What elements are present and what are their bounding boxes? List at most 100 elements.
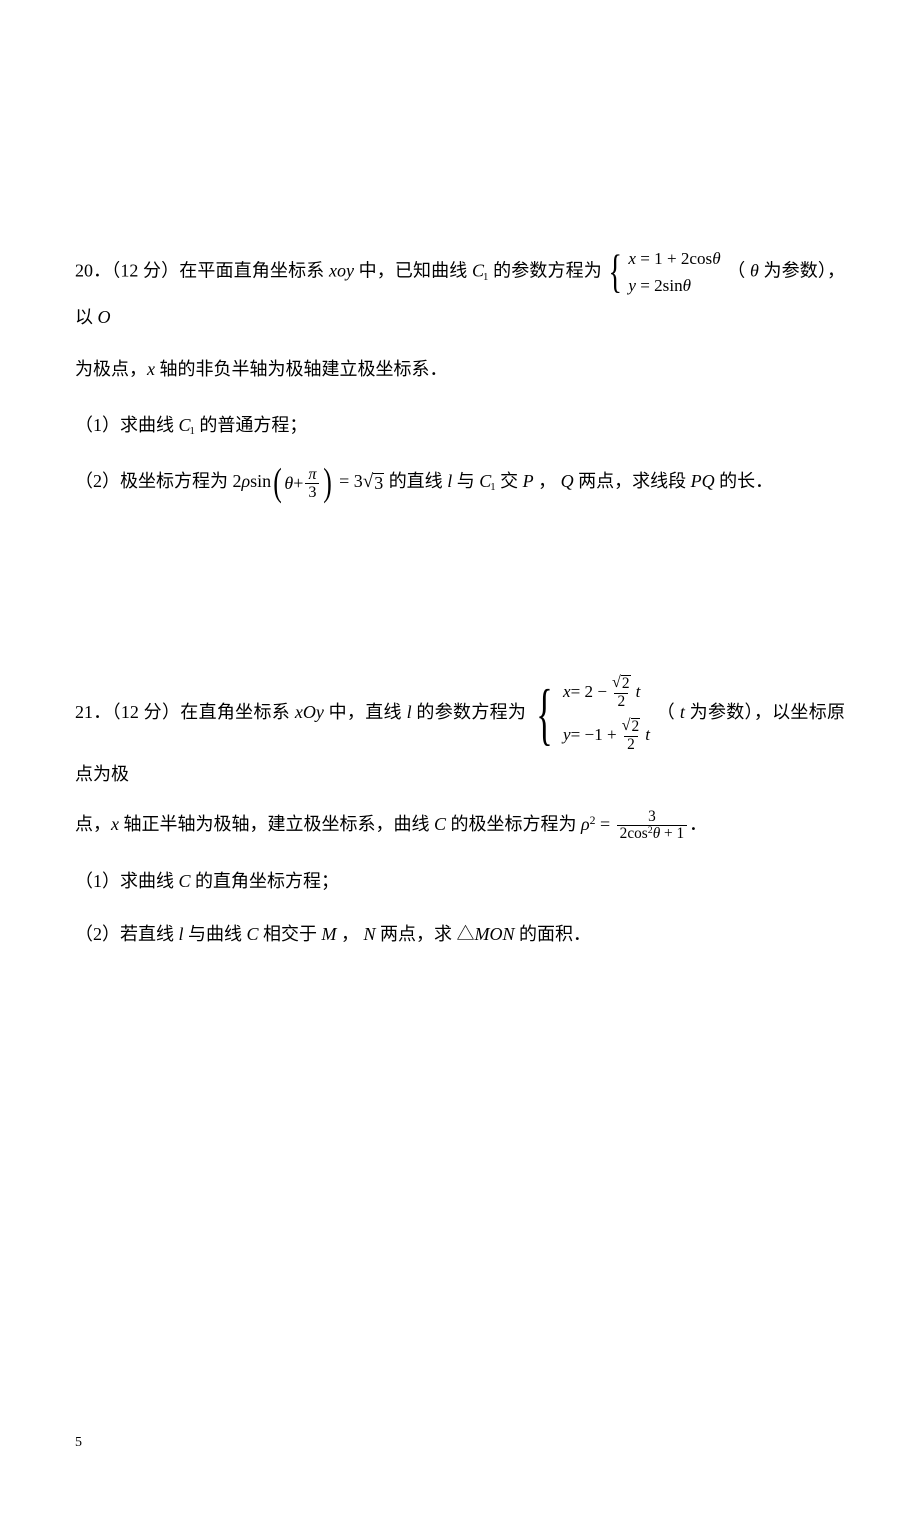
x: x <box>147 359 155 379</box>
eq: = 3 <box>335 471 363 491</box>
sqrt3: √3 <box>363 473 384 494</box>
q20-number: 20． <box>75 260 111 280</box>
t: t <box>645 726 650 745</box>
t: 在平面直角坐标系 <box>179 260 329 280</box>
q21-param-brace: { x = 2 − √22t y = −1 + √22t <box>528 671 650 757</box>
x: x <box>628 249 636 268</box>
den: 2cos2θ + 1 <box>617 825 687 842</box>
q21-intro-line2: 点，x 轴正半轴为极轴，建立极坐标系，曲线 C 的极坐标方程为 ρ2 = 32c… <box>75 807 845 842</box>
t: 的极坐标方程为 <box>446 814 581 834</box>
radical-icon: √ <box>363 473 373 492</box>
y: y <box>563 726 571 745</box>
q20-points: （12 分） <box>111 260 179 280</box>
sqrt2: √2 <box>612 675 631 693</box>
eq: = −1 + <box>571 726 617 745</box>
q21-intro: 21．（12 分）在直角坐标系 xOy 中，直线 l 的参数方程为 { x = … <box>75 671 845 791</box>
rho: ρ <box>242 471 251 491</box>
q21-part1: （1）求曲线 C 的直角坐标方程； <box>75 864 845 898</box>
brace-rows: x = 1 + 2cosθ y = 2sinθ <box>628 245 720 300</box>
rho: ρ <box>581 814 590 834</box>
t: 的面积． <box>515 924 592 944</box>
sqrt-body: 3 <box>373 473 384 494</box>
t: 求曲线 <box>120 871 179 891</box>
C: C <box>247 924 259 944</box>
t: 中，已知曲线 <box>354 260 472 280</box>
two: 2 <box>233 471 242 491</box>
O: O <box>98 307 111 327</box>
paren-body: θ + π3 <box>284 466 321 501</box>
Q: Q <box>561 471 574 491</box>
t: 的直线 <box>384 471 447 491</box>
radical-icon: √ <box>612 675 621 691</box>
t: 与 <box>452 471 479 491</box>
p1: + 1 <box>660 825 684 842</box>
M: M <box>322 924 337 944</box>
y: y <box>628 276 636 295</box>
t: 在直角坐标系 <box>180 702 295 722</box>
theta: θ <box>750 260 759 280</box>
q20-part2: （2）极坐标方程为 2ρsin(θ + π3) = 3√3 的直线 l 与 C1… <box>75 464 845 500</box>
t: ， <box>337 924 364 944</box>
page: 20．（12 分）在平面直角坐标系 xoy 中，已知曲线 C1 的参数方程为 {… <box>0 245 920 1519</box>
t: t <box>636 683 641 702</box>
t: = 1 + 2cos <box>636 249 712 268</box>
t: 的参数方程为 <box>488 260 601 280</box>
pi-over-3: π3 <box>305 466 319 501</box>
xOy: xOy <box>295 702 324 722</box>
t: 的普通方程； <box>195 415 308 435</box>
paren-left-icon: ( <box>273 467 282 499</box>
p2n: （2） <box>75 924 120 944</box>
rho-frac: 32cos2θ + 1 <box>617 809 687 842</box>
frac: √22 <box>609 675 634 710</box>
q20-part1: （1）求曲线 C1 的普通方程； <box>75 408 845 442</box>
t: 轴正半轴为极轴，建立极坐标系，曲线 <box>119 814 434 834</box>
theta: θ <box>712 249 720 268</box>
cos: cos <box>627 825 647 842</box>
P: P <box>523 471 534 491</box>
t: 若直线 <box>120 924 179 944</box>
q21-part2: （2）若直线 l 与曲线 C 相交于 M ， N 两点，求 △MON 的面积． <box>75 917 845 951</box>
theta: θ <box>284 466 293 500</box>
brace-icon: { <box>536 685 552 743</box>
eq: = 2 − <box>571 683 607 702</box>
t: 两点，求线段 <box>574 471 691 491</box>
p2n: （2） <box>75 471 120 491</box>
d: 2 <box>614 693 628 710</box>
frac: √22 <box>619 718 644 753</box>
q20-intro: 20．（12 分）在平面直角坐标系 xoy 中，已知曲线 C1 的参数方程为 {… <box>75 245 845 334</box>
num: 3 <box>645 809 659 825</box>
sin: sin <box>250 471 271 491</box>
t: 点， <box>75 814 111 834</box>
q20-param-brace: { x = 1 + 2cosθ y = 2sinθ <box>604 245 721 300</box>
N: N <box>364 924 376 944</box>
brace-rows: x = 2 − √22t y = −1 + √22t <box>563 671 650 757</box>
t: = 2sin <box>636 276 683 295</box>
PQ: PQ <box>691 471 715 491</box>
p1n: （1） <box>75 871 120 891</box>
t: 与曲线 <box>184 924 247 944</box>
t: ， <box>534 471 561 491</box>
d: 2 <box>624 736 638 753</box>
x: x <box>563 683 571 702</box>
C: C <box>179 871 191 891</box>
xoy: xoy <box>329 260 354 280</box>
t: 求曲线 <box>120 415 179 435</box>
t: 轴的非负半轴为极轴建立极坐标系． <box>155 359 448 379</box>
C1: C <box>179 415 191 435</box>
paren-right-icon: ) <box>324 467 333 499</box>
sqrt2: √2 <box>622 718 641 736</box>
radical-icon: √ <box>622 718 631 734</box>
x: x <box>111 814 119 834</box>
b: 2 <box>631 718 641 736</box>
q21-points: （12 分） <box>112 702 181 722</box>
t: 相交于 <box>259 924 322 944</box>
theta: θ <box>683 276 691 295</box>
t: 的长． <box>715 471 774 491</box>
q20-intro-line2: 为极点，x 轴的非负半轴为极轴建立极坐标系． <box>75 352 845 386</box>
t: ． <box>689 814 707 834</box>
brace-icon: { <box>608 251 621 293</box>
t: 的直角坐标方程； <box>191 871 340 891</box>
t: 交 <box>496 471 523 491</box>
t: 为极点， <box>75 359 147 379</box>
t: 两点，求 △ <box>376 924 475 944</box>
